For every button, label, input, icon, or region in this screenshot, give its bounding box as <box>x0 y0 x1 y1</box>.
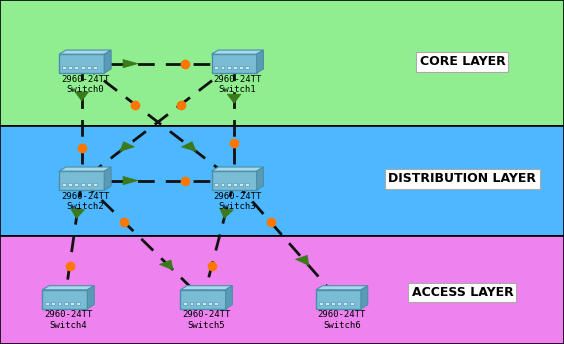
Bar <box>239 66 243 69</box>
Bar <box>0 0 564 126</box>
Bar <box>81 183 85 186</box>
Bar <box>214 66 218 69</box>
Bar <box>227 66 231 69</box>
Bar <box>325 302 329 305</box>
Polygon shape <box>296 255 309 265</box>
Bar <box>245 66 249 69</box>
Text: 2960-24TT
Switch6: 2960-24TT Switch6 <box>318 310 366 330</box>
Bar <box>68 66 72 69</box>
Polygon shape <box>120 142 134 151</box>
Bar <box>58 302 61 305</box>
Bar <box>212 171 257 190</box>
Bar <box>214 183 218 186</box>
Bar <box>190 302 193 305</box>
Bar <box>62 183 66 186</box>
Polygon shape <box>42 286 94 290</box>
Bar <box>245 183 249 186</box>
Polygon shape <box>71 209 85 218</box>
Bar <box>87 66 91 69</box>
Text: ACCESS LAYER: ACCESS LAYER <box>412 286 513 299</box>
Bar <box>68 183 72 186</box>
Bar <box>0 126 564 236</box>
Bar <box>183 302 187 305</box>
Bar <box>221 183 224 186</box>
Bar <box>42 290 87 309</box>
Text: 2960-24TT
Switch3: 2960-24TT Switch3 <box>213 192 262 211</box>
Bar <box>0 236 564 344</box>
Polygon shape <box>104 50 111 73</box>
Bar <box>93 66 97 69</box>
Bar <box>87 183 91 186</box>
Bar <box>93 183 97 186</box>
Polygon shape <box>212 167 263 171</box>
Polygon shape <box>220 209 233 218</box>
Text: DISTRIBUTION LAYER: DISTRIBUTION LAYER <box>389 172 536 185</box>
Bar <box>74 183 78 186</box>
Bar <box>45 302 49 305</box>
Bar <box>337 302 341 305</box>
Text: CORE LAYER: CORE LAYER <box>420 55 505 68</box>
Bar <box>239 183 243 186</box>
Bar <box>59 54 104 73</box>
Bar <box>64 302 68 305</box>
Polygon shape <box>123 60 138 68</box>
Bar <box>221 66 224 69</box>
Bar <box>70 302 74 305</box>
Polygon shape <box>87 286 94 309</box>
Text: 2960-24TT
Switch1: 2960-24TT Switch1 <box>213 75 262 94</box>
Text: 2960-24TT
Switch0: 2960-24TT Switch0 <box>61 75 109 94</box>
Bar <box>316 290 361 309</box>
Bar <box>319 302 323 305</box>
Bar <box>233 183 237 186</box>
Bar <box>343 302 347 305</box>
Bar <box>212 54 257 73</box>
Text: 2960-24TT
Switch2: 2960-24TT Switch2 <box>61 192 109 211</box>
Bar <box>331 302 335 305</box>
Polygon shape <box>257 50 263 73</box>
Bar <box>62 66 66 69</box>
Bar <box>214 302 218 305</box>
Bar <box>233 66 237 69</box>
Polygon shape <box>59 167 111 171</box>
Polygon shape <box>257 167 263 190</box>
Polygon shape <box>182 142 196 151</box>
Bar <box>227 183 231 186</box>
Polygon shape <box>212 50 263 54</box>
Bar <box>180 290 226 309</box>
Polygon shape <box>104 167 111 190</box>
Bar <box>202 302 206 305</box>
Polygon shape <box>226 286 232 309</box>
Bar <box>81 66 85 69</box>
Bar <box>74 66 78 69</box>
Text: 2960-24TT
Switch4: 2960-24TT Switch4 <box>44 310 92 330</box>
Bar <box>76 302 80 305</box>
Polygon shape <box>75 92 89 101</box>
Polygon shape <box>180 286 232 290</box>
Polygon shape <box>160 260 173 270</box>
Polygon shape <box>361 286 368 309</box>
Text: 2960-24TT
Switch5: 2960-24TT Switch5 <box>182 310 231 330</box>
Bar <box>59 171 104 190</box>
Polygon shape <box>123 176 138 185</box>
Bar <box>51 302 55 305</box>
Polygon shape <box>59 50 111 54</box>
Bar <box>196 302 200 305</box>
Polygon shape <box>316 286 368 290</box>
Bar <box>208 302 212 305</box>
Bar <box>350 302 354 305</box>
Polygon shape <box>227 94 241 103</box>
